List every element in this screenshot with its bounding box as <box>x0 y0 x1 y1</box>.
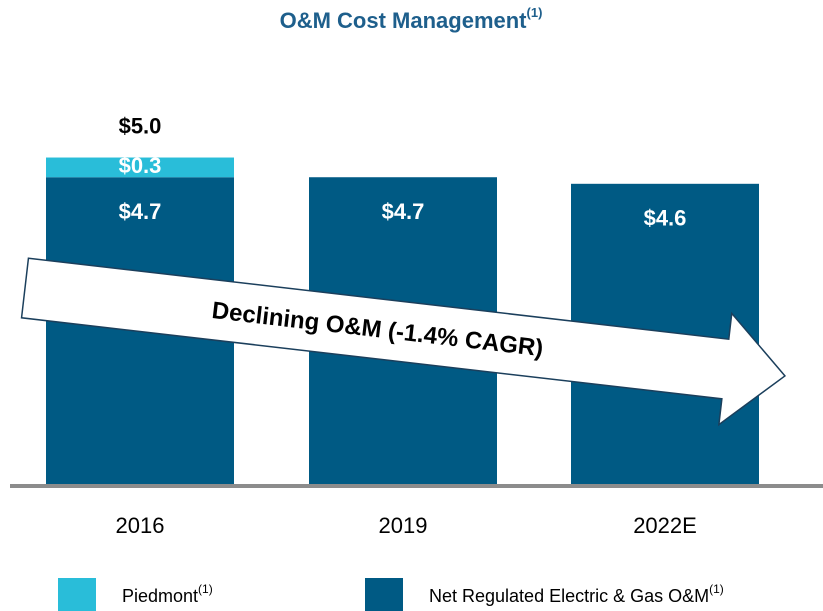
legend-note: (1) <box>709 582 724 596</box>
legend-swatch <box>365 578 403 611</box>
x-tick-label: 2019 <box>379 513 428 538</box>
data-label: $4.7 <box>382 199 425 224</box>
bar-segment <box>46 157 234 178</box>
data-label: $0.3 <box>119 153 162 178</box>
data-label: $4.6 <box>644 206 687 231</box>
x-tick-label: 2022E <box>633 513 697 538</box>
data-label: $4.7 <box>119 199 162 224</box>
trend-arrow: Declining O&M (-1.4% CAGR) <box>20 257 787 427</box>
title-text: O&M Cost Management <box>280 8 528 33</box>
legend-note: (1) <box>198 582 213 596</box>
legend-swatch <box>58 578 96 611</box>
legend-name: Piedmont <box>122 586 198 606</box>
chart-title: O&M Cost Management(1) <box>280 5 543 32</box>
x-tick-label: 2016 <box>116 513 165 538</box>
legend: Piedmont(1) Net Regulated Electric & Gas … <box>58 578 724 611</box>
legend-name: Net Regulated Electric & Gas O&M <box>429 586 709 606</box>
arrow-shape <box>20 257 787 427</box>
legend-label: Net Regulated Electric & Gas O&M(1) <box>429 582 724 606</box>
total-label: $5.0 <box>119 113 162 138</box>
title-note: (1) <box>527 5 543 20</box>
legend-label: Piedmont(1) <box>122 582 213 606</box>
